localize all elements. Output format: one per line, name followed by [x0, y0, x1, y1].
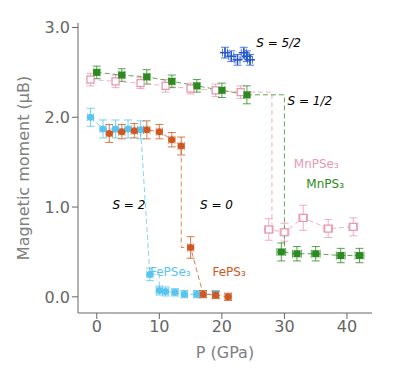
svg-text:Magnetic moment (μB): Magnetic moment (μB) — [14, 76, 33, 260]
svg-text:0: 0 — [92, 317, 102, 336]
svg-text:S = 0: S = 0 — [200, 198, 233, 212]
svg-text:MnPSe₃: MnPSe₃ — [294, 157, 339, 171]
svg-text:10: 10 — [149, 317, 169, 336]
svg-text:3.0: 3.0 — [45, 18, 70, 37]
svg-text:2.0: 2.0 — [45, 108, 70, 127]
svg-text:S = 5/2: S = 5/2 — [256, 36, 301, 50]
svg-text:S = 2: S = 2 — [112, 198, 145, 212]
svg-text:30: 30 — [274, 317, 294, 336]
svg-text:0.0: 0.0 — [45, 288, 70, 307]
svg-text:1.0: 1.0 — [45, 198, 70, 217]
svg-text:S = 1/2: S = 1/2 — [288, 94, 333, 108]
svg-text:FePSe₃: FePSe₃ — [150, 265, 191, 279]
svg-text:FePS₃: FePS₃ — [212, 265, 245, 279]
svg-text:P (GPa): P (GPa) — [196, 343, 254, 362]
svg-text:20: 20 — [212, 317, 232, 336]
svg-text:40: 40 — [337, 317, 357, 336]
svg-text:MnPS₃: MnPS₃ — [306, 177, 344, 191]
